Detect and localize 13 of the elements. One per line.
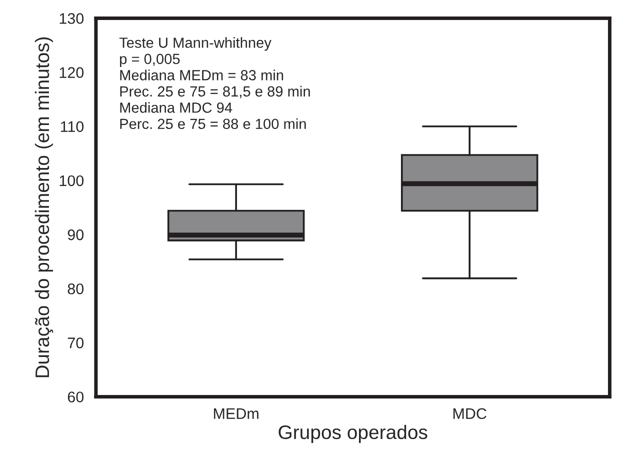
y-tick-label: 130 xyxy=(60,13,84,24)
y-axis-title: Duração do procedimento (em minutos) xyxy=(34,37,54,378)
y-tick-label: 120 xyxy=(60,67,84,78)
x-tick-label: MEDm xyxy=(214,408,258,419)
y-tick-label: 60 xyxy=(68,392,84,402)
y-tick-label: 80 xyxy=(68,283,84,294)
y-tick-label: 70 xyxy=(68,338,84,348)
y-tick-label: 90 xyxy=(68,229,84,240)
annotation: Teste U Mann-whithney p = 0,005 Mediana MEDm = 83 min Prec. 25 e 75 = 81,5 e 89 min Mediana MDC 94 Perc. 25 e 75 = 88 e 100 min xyxy=(119,37,310,130)
x-axis-title: Grupos operados xyxy=(278,424,428,443)
y-tick-label: 100 xyxy=(60,175,84,186)
x-tick-label: MDC xyxy=(453,408,486,420)
y-tick-label: 110 xyxy=(60,121,84,132)
